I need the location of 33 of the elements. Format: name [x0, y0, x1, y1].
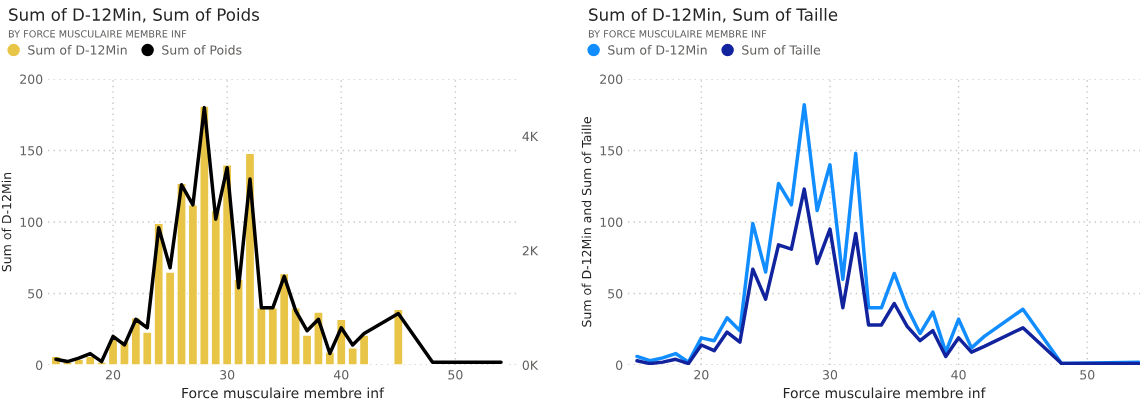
- x-tick-label: 20: [106, 370, 121, 380]
- y-tick-label: 150: [600, 145, 623, 156]
- chart-subtitle: BY FORCE MUSCULAIRE MEMBRE INF: [588, 30, 767, 38]
- x-tick-label: 20: [694, 370, 709, 380]
- y-tick-label: 200: [600, 74, 623, 84]
- x-tick-label: 40: [951, 370, 966, 380]
- y-tick-label: 150: [20, 145, 43, 156]
- chart-title: Sum of D-12Min, Sum of Poids: [9, 8, 260, 23]
- y-tick-label: 50: [608, 288, 623, 299]
- legend-label: Sum of D-12Min: [28, 45, 127, 55]
- legend-label: Sum of Taille: [742, 45, 821, 55]
- x-axis-title: Force musculaire membre inf: [182, 387, 385, 399]
- legend-label: Sum of D-12Min: [608, 45, 707, 55]
- y-tick-label: 200: [20, 74, 43, 84]
- y-tick-label: 100: [600, 217, 623, 227]
- y2-tick-label: 4K: [522, 131, 539, 141]
- y-tick-label: 50: [28, 288, 43, 299]
- y-tick-label: 100: [20, 217, 43, 227]
- x-axis-title: Force musculaire membre inf: [783, 387, 986, 399]
- chart-subtitle: BY FORCE MUSCULAIRE MEMBRE INF: [8, 30, 187, 38]
- x-tick-label: 40: [333, 370, 349, 380]
- y2-tick-label: 2K: [522, 246, 539, 256]
- y-axis-title: Sum of D-12Min and Sum of Taille: [581, 117, 592, 327]
- x-tick-label: 30: [220, 370, 235, 380]
- x-tick-label: 50: [448, 370, 463, 380]
- y-tick-label: 0: [36, 360, 43, 370]
- y-tick-label: 0: [616, 360, 623, 370]
- x-tick-label: 50: [1080, 370, 1095, 380]
- y2-tick-label: 0K: [522, 360, 539, 370]
- y-axis-title: Sum of D-12Min: [1, 172, 12, 272]
- legend-label: Sum of Poids: [162, 45, 242, 55]
- chart-title: Sum of D-12Min, Sum of Taille: [589, 8, 838, 23]
- x-tick-label: 30: [822, 370, 838, 380]
